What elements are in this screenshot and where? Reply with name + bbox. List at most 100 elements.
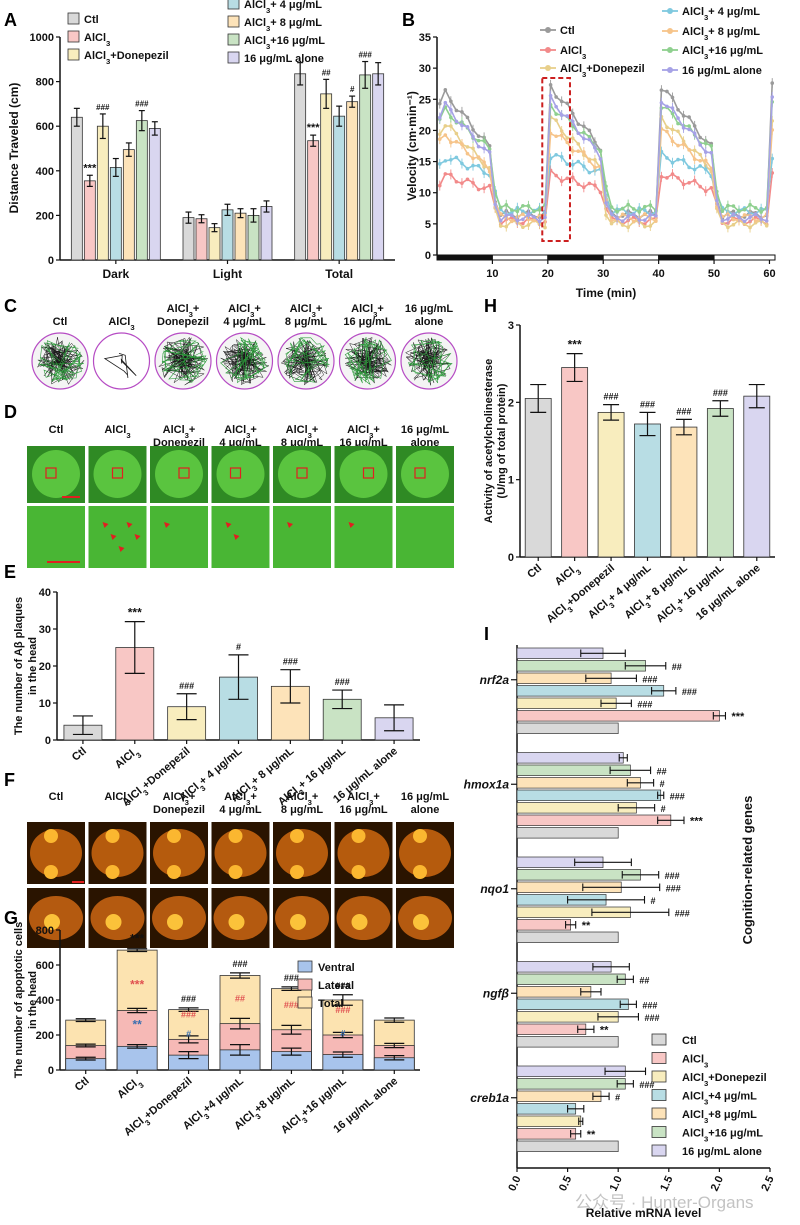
series-point [521, 221, 525, 226]
series-point [709, 150, 714, 155]
significance-mark: ### [358, 51, 372, 60]
significance-mark: # [350, 85, 355, 94]
legend-item: Lateral [297, 978, 354, 992]
y-tick-label: 600 [36, 960, 54, 972]
series-point [437, 101, 442, 106]
eye-spot [44, 865, 58, 879]
legend-label: Lateral [318, 980, 354, 992]
series-point [642, 204, 647, 209]
y-tick-label: 3 [508, 320, 514, 332]
series-point [676, 116, 680, 120]
roi-box [414, 467, 426, 479]
y-axis-title: Velocity (cm·min⁻¹) [405, 91, 419, 201]
plaque-arrow [348, 522, 355, 528]
trajectory-path [103, 353, 137, 378]
series-point [582, 136, 586, 141]
series-point [676, 129, 680, 134]
image-header: AlCl3+ [224, 791, 257, 807]
image-header: AlCl3 [108, 316, 134, 332]
series-point [642, 218, 647, 222]
series-point [570, 149, 575, 153]
legend-item: AlCl3+ 4 μg/mL [662, 6, 760, 22]
text-span: AlCl [108, 316, 130, 328]
fluorescence-image-zoom [27, 506, 85, 568]
legend-label: 16 μg/mL alone [244, 53, 324, 65]
y-tick-label: 5 [425, 219, 431, 231]
series-point [554, 104, 558, 109]
image-header: 8 μg/mL [281, 804, 323, 816]
subscript-span: 3 [136, 1080, 145, 1090]
series-point [465, 115, 470, 120]
y-tick-label: 0 [508, 552, 514, 564]
series-point [631, 212, 636, 217]
series-point [576, 149, 581, 154]
series-point [454, 108, 459, 113]
trajectory-path-green [37, 340, 84, 383]
series-point [559, 99, 564, 104]
image-header: AlCl3+ [347, 424, 380, 440]
legend-item: AlCl3+ 8 μg/mL [227, 15, 322, 33]
series-point [487, 169, 492, 174]
series-point [460, 110, 464, 114]
significance-mark: ### [642, 1001, 657, 1011]
series-point [498, 218, 503, 223]
eye-spot [290, 865, 304, 879]
x-tick-label: 2.0 [709, 1174, 726, 1193]
legend-swatch [651, 1089, 667, 1101]
subscript-span: 3 [704, 13, 708, 22]
series-point [687, 181, 691, 185]
text-span: AlCl [279, 1113, 304, 1136]
subscript-span: 3 [253, 1111, 262, 1121]
legend-swatch [651, 1052, 667, 1064]
series-point [753, 206, 758, 210]
subscript-span: 3 [300, 1115, 309, 1125]
image-header: 16 μg/mL [401, 791, 450, 803]
series-point [537, 208, 542, 212]
eye-spot [167, 829, 181, 843]
bar [221, 209, 234, 261]
significance-mark: *** [130, 932, 144, 946]
y-tick-label: 20 [419, 125, 431, 137]
subscript-span: 3 [106, 39, 110, 48]
text-span: AlCl [347, 424, 369, 436]
series-point [570, 111, 575, 116]
subscript-span: 3 [704, 1116, 708, 1125]
series-point [510, 208, 514, 212]
series-point [731, 217, 736, 222]
bar [148, 128, 161, 261]
series-point [703, 141, 708, 146]
series-point [742, 213, 747, 217]
significance-mark: # [660, 779, 665, 789]
head-shape [30, 829, 82, 877]
series-point [443, 172, 448, 176]
significance-mark: ### [640, 399, 655, 409]
text-span: AlCl [682, 6, 704, 18]
image-header: AlCl3+ [224, 424, 257, 440]
image-header: AlCl3 [104, 424, 130, 440]
series-point [471, 156, 475, 161]
series-point [681, 114, 686, 118]
significance-mark: ### [676, 406, 691, 416]
text-span: AlCl [181, 1109, 206, 1132]
bar [372, 73, 385, 261]
series-point [471, 134, 475, 139]
series-point [543, 215, 547, 220]
y-tick-label: 0 [48, 255, 54, 267]
significance-mark: ### [96, 103, 110, 112]
bar [634, 423, 661, 558]
series-point [681, 182, 686, 187]
series-point [471, 180, 475, 185]
series-point [576, 182, 581, 187]
significance-mark: *** [128, 606, 142, 620]
series-point [620, 223, 625, 227]
head-shape [337, 829, 390, 877]
legend-swatch [651, 1107, 667, 1120]
x-tick-label: Total [325, 267, 353, 281]
series-point [615, 216, 619, 221]
legend-item: 16 μg/mL alone [662, 65, 762, 77]
series-point [482, 138, 486, 143]
series-point [460, 123, 464, 128]
roi-box [178, 467, 190, 479]
light-dark-bar [491, 254, 549, 261]
text-span: AlCl [286, 791, 308, 803]
